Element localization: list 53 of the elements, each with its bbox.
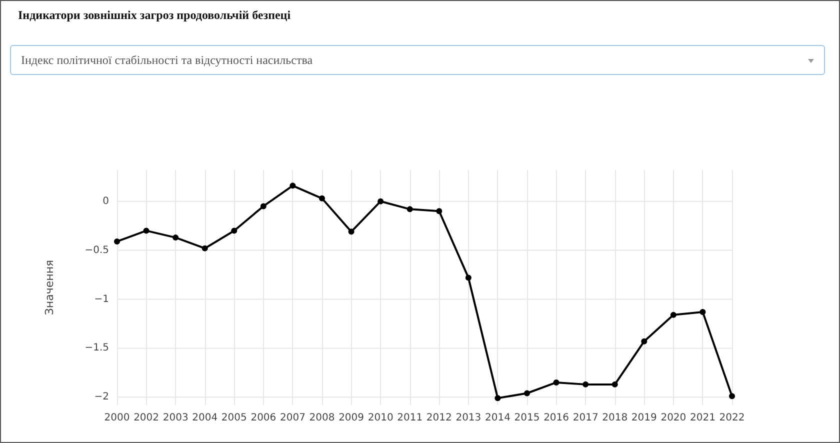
- y-tick-label: −0.5: [84, 244, 109, 256]
- x-tick-label: 2009: [338, 412, 364, 424]
- x-tick-label: 2013: [456, 412, 482, 424]
- y-tick-label: −1: [94, 294, 109, 305]
- x-tick-label: 2000: [104, 412, 130, 424]
- x-tick-label: 2010: [368, 412, 394, 424]
- x-tick-label: 2020: [660, 412, 686, 424]
- point: [436, 208, 442, 214]
- x-tick-label: 2014: [484, 412, 510, 424]
- x-tick-label: 2016: [544, 412, 570, 424]
- x-tick-label: 2019: [631, 412, 657, 424]
- point: [231, 228, 238, 234]
- point: [494, 395, 501, 402]
- y-tick-label: −1.5: [84, 342, 109, 354]
- y-tick-label: −2: [94, 392, 109, 403]
- point: [524, 390, 530, 396]
- point: [612, 381, 618, 388]
- x-tick-label: 2007: [280, 412, 306, 424]
- point: [553, 379, 560, 386]
- point: [348, 228, 354, 235]
- x-tick-label: 2015: [514, 412, 540, 424]
- point: [406, 206, 413, 212]
- x-tick-label: 2004: [192, 412, 218, 424]
- x-tick-label: 2018: [602, 412, 628, 424]
- point: [172, 234, 179, 241]
- point: [641, 338, 648, 344]
- x-tick-label: 2008: [309, 412, 335, 424]
- x-tick-label: 2002: [134, 412, 160, 424]
- y-axis-title: Значення: [43, 260, 56, 316]
- point: [729, 393, 735, 400]
- x-tick-label: 2006: [250, 412, 276, 424]
- x-tick-label: 2012: [426, 412, 452, 424]
- x-tick-label: 2011: [397, 412, 423, 424]
- dropdown-field: Індекс політичної стабільності та відсутності насильства: [10, 45, 825, 75]
- x-tick-label: 2005: [221, 412, 247, 424]
- point: [319, 195, 325, 202]
- x-tick-label: 2003: [162, 412, 188, 424]
- chart-subtitle: Індекс політичної стабільності та відсутності насильства: [21, 53, 313, 68]
- point: [114, 238, 120, 244]
- point: [582, 381, 589, 388]
- point: [290, 182, 296, 189]
- x-tick-label: 2022: [719, 412, 745, 424]
- point: [143, 228, 150, 234]
- point: [670, 312, 676, 318]
- y-tick-label: 0: [102, 196, 109, 207]
- point: [378, 198, 384, 204]
- x-tick-label: 2021: [690, 412, 716, 424]
- x-tick-label: 2017: [572, 412, 598, 424]
- point: [465, 274, 472, 281]
- point: [260, 203, 266, 210]
- point: [700, 308, 706, 315]
- chart-title: Індикатори зовнішніх загроз продовольчій безпеці: [18, 8, 291, 23]
- point: [202, 245, 208, 252]
